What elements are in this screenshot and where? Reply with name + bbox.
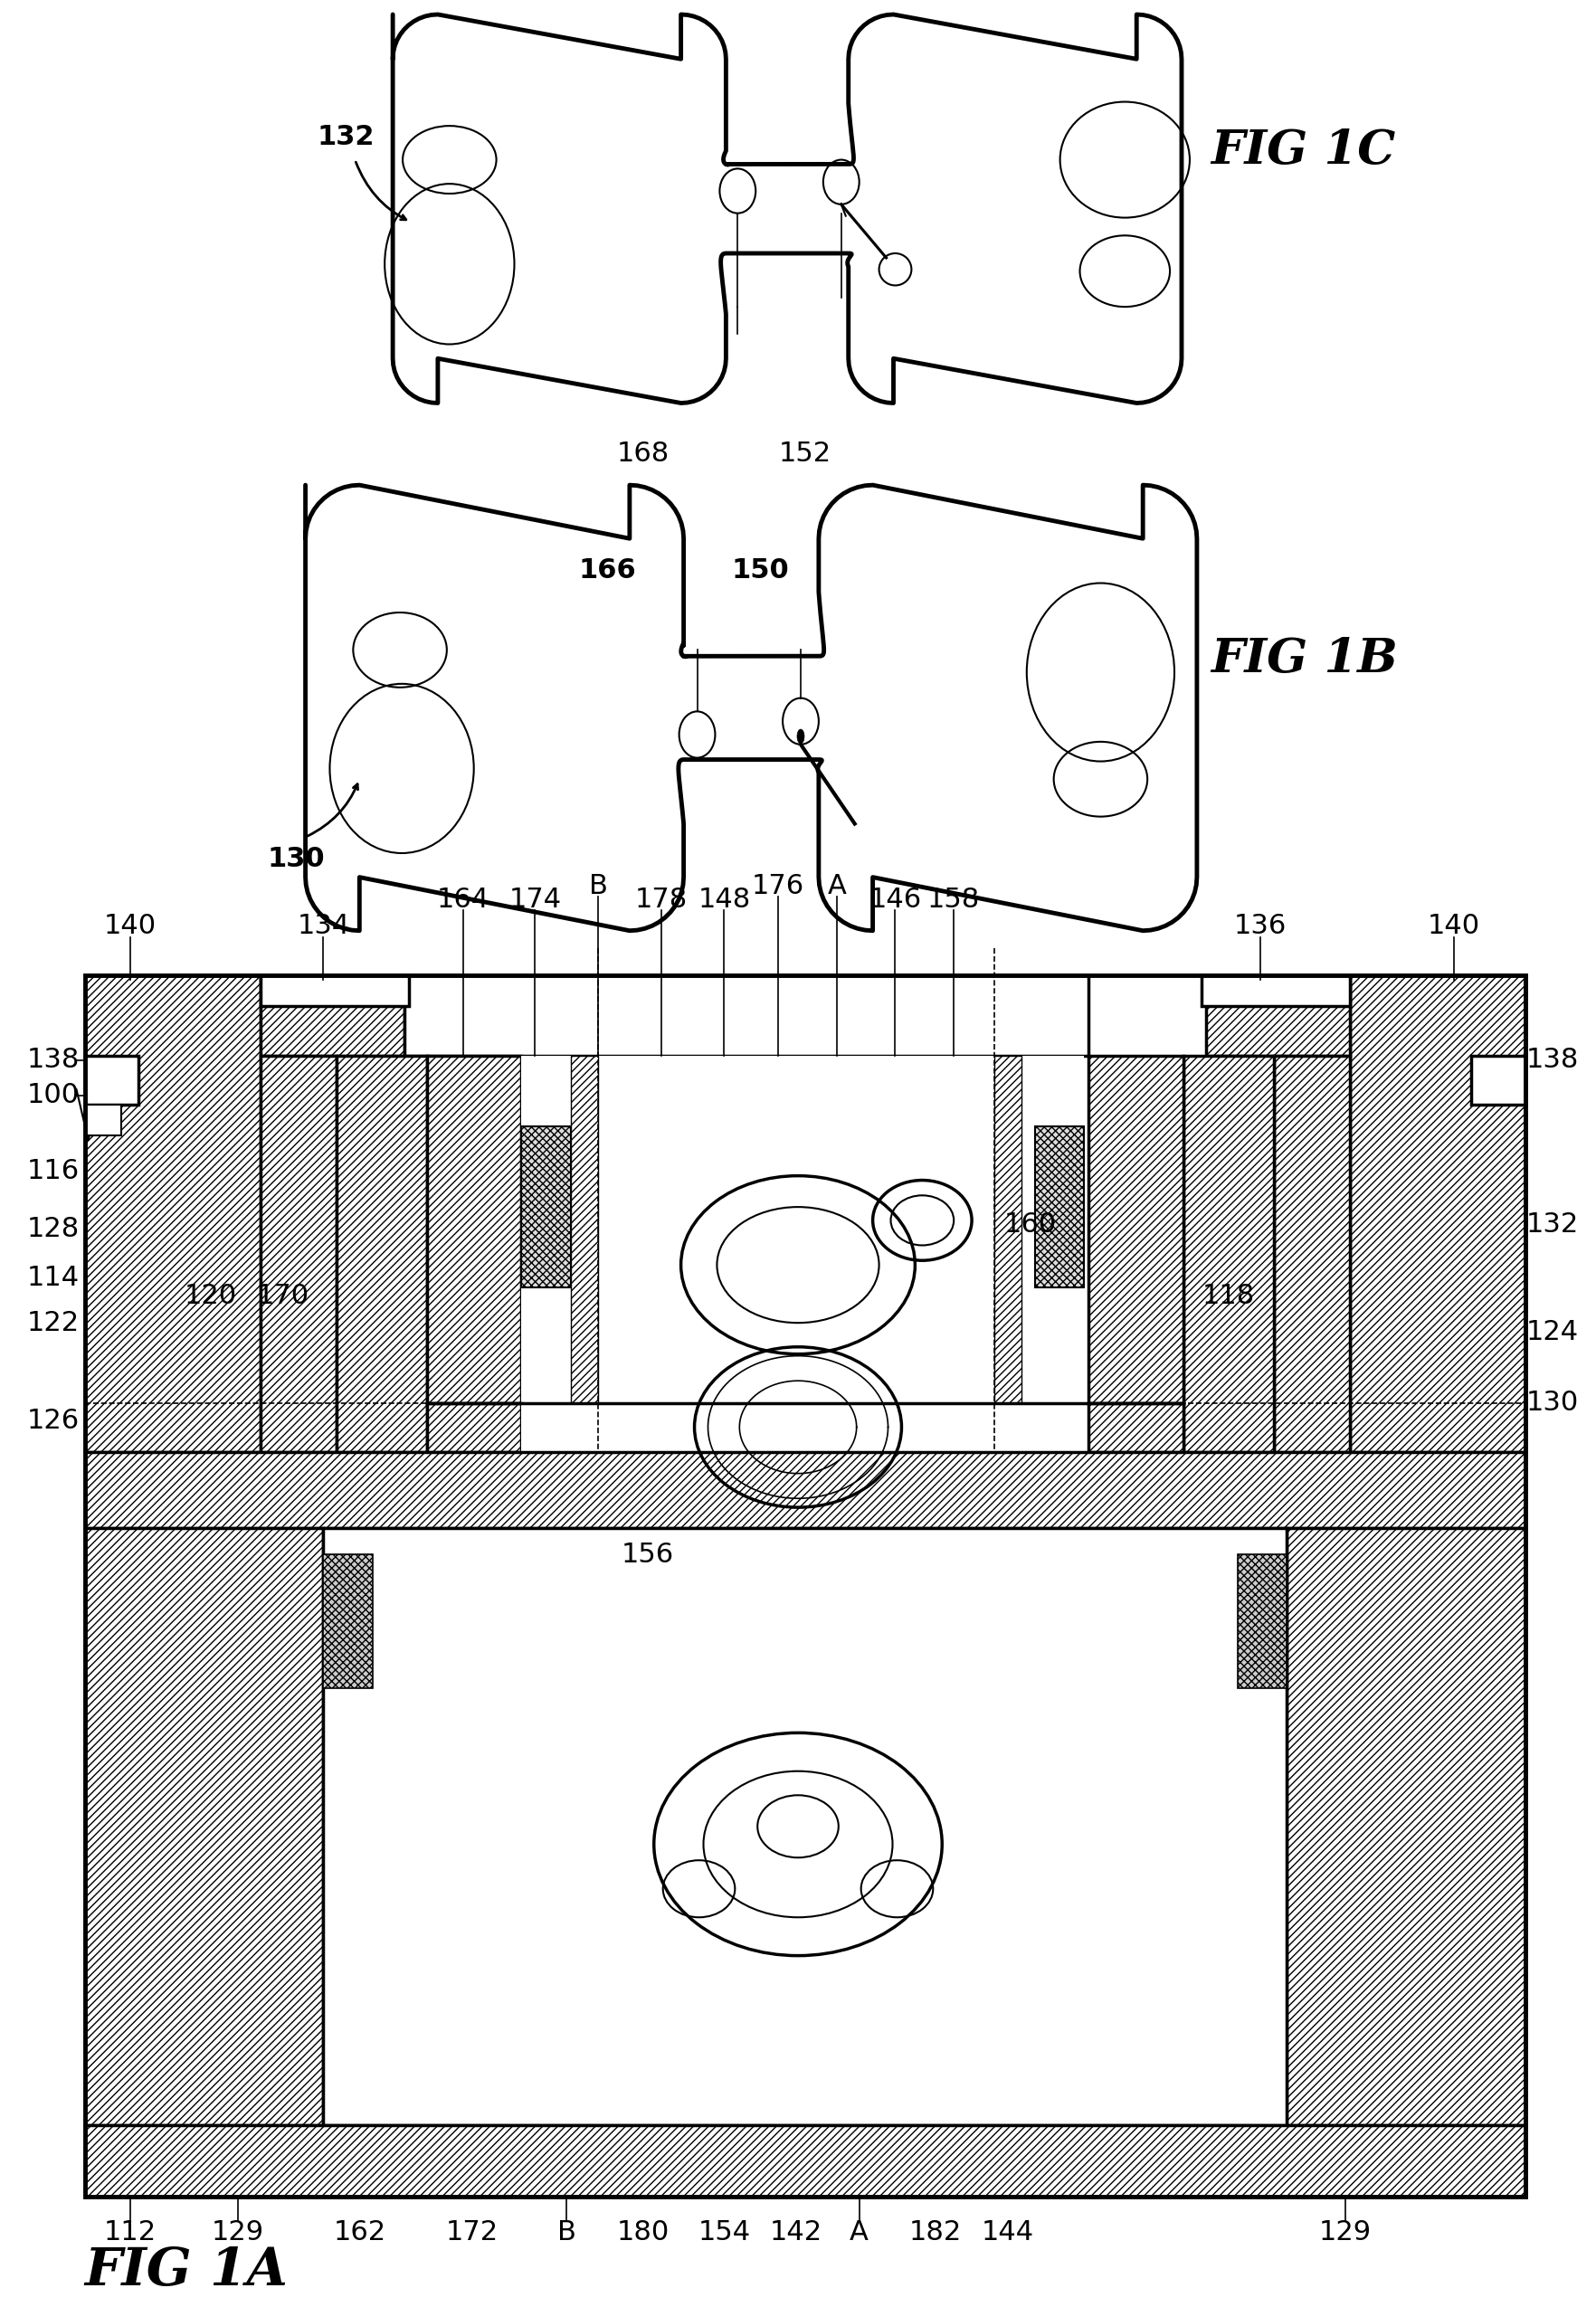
Text: 166: 166 bbox=[578, 556, 635, 584]
Text: FIG 1C: FIG 1C bbox=[1210, 127, 1395, 173]
Bar bbox=[994, 1057, 1021, 1403]
Text: FIG 1A: FIG 1A bbox=[85, 2245, 289, 2295]
Text: 146: 146 bbox=[868, 886, 921, 914]
Text: 176: 176 bbox=[752, 872, 804, 900]
Text: 140: 140 bbox=[104, 914, 156, 939]
Text: 134: 134 bbox=[297, 914, 350, 939]
Text: 128: 128 bbox=[27, 1216, 80, 1243]
Text: FIG 1B: FIG 1B bbox=[1210, 637, 1398, 683]
Text: A: A bbox=[827, 872, 846, 900]
Bar bbox=[1207, 976, 1350, 1057]
Text: 132: 132 bbox=[1526, 1211, 1578, 1239]
Text: 156: 156 bbox=[621, 1541, 674, 1569]
Bar bbox=[85, 2125, 1526, 2196]
Text: 116: 116 bbox=[27, 1158, 80, 1183]
Bar bbox=[85, 1451, 1526, 1527]
Text: B: B bbox=[589, 872, 608, 900]
Text: 140: 140 bbox=[1427, 914, 1479, 939]
Text: 152: 152 bbox=[779, 441, 832, 466]
Text: 130: 130 bbox=[268, 847, 326, 872]
Text: 129: 129 bbox=[212, 2219, 265, 2245]
Text: 178: 178 bbox=[635, 886, 688, 914]
Text: 138: 138 bbox=[1526, 1047, 1578, 1073]
Bar bbox=[260, 1057, 337, 1451]
Bar bbox=[85, 1105, 121, 1135]
Bar bbox=[571, 1057, 598, 1403]
Bar bbox=[428, 1057, 522, 1403]
Bar bbox=[1183, 1057, 1274, 1451]
Bar bbox=[1088, 1057, 1183, 1403]
Bar bbox=[260, 976, 409, 1006]
Text: 148: 148 bbox=[697, 886, 750, 914]
Text: 150: 150 bbox=[731, 556, 788, 584]
Bar bbox=[260, 976, 404, 1057]
Bar bbox=[1286, 1527, 1526, 2125]
Text: 162: 162 bbox=[334, 2219, 386, 2245]
Text: B: B bbox=[557, 2219, 576, 2245]
Bar bbox=[522, 1057, 1084, 1403]
Bar bbox=[1034, 1126, 1084, 1287]
Text: 122: 122 bbox=[27, 1310, 80, 1336]
Text: 130: 130 bbox=[1526, 1389, 1578, 1416]
Text: 132: 132 bbox=[318, 125, 375, 150]
Text: 129: 129 bbox=[1320, 2219, 1373, 2245]
Bar bbox=[337, 1057, 428, 1451]
Text: 180: 180 bbox=[616, 2219, 669, 2245]
Text: 182: 182 bbox=[910, 2219, 962, 2245]
Bar bbox=[522, 1403, 1084, 1451]
Text: 158: 158 bbox=[927, 886, 980, 914]
Bar bbox=[1202, 976, 1350, 1006]
Text: 112: 112 bbox=[104, 2219, 156, 2245]
Bar bbox=[1350, 976, 1526, 1451]
Text: 114: 114 bbox=[27, 1264, 80, 1292]
Text: 154: 154 bbox=[697, 2219, 750, 2245]
Bar bbox=[1237, 1555, 1286, 1689]
Bar bbox=[1472, 1057, 1526, 1105]
Text: 172: 172 bbox=[445, 2219, 498, 2245]
Text: 118: 118 bbox=[1202, 1283, 1254, 1310]
Bar bbox=[85, 1527, 324, 2125]
Bar bbox=[324, 1555, 373, 1689]
Ellipse shape bbox=[796, 729, 804, 743]
Text: 174: 174 bbox=[509, 886, 562, 914]
Text: 138: 138 bbox=[27, 1047, 80, 1073]
Text: 144: 144 bbox=[982, 2219, 1034, 2245]
Text: 124: 124 bbox=[1526, 1320, 1578, 1345]
Text: 120: 120 bbox=[185, 1283, 238, 1310]
Text: 142: 142 bbox=[769, 2219, 822, 2245]
Bar bbox=[85, 976, 260, 1451]
Text: 126: 126 bbox=[27, 1407, 80, 1435]
Text: 160: 160 bbox=[1004, 1211, 1057, 1239]
Text: 100: 100 bbox=[27, 1082, 80, 1110]
Bar bbox=[324, 1527, 1286, 2125]
Text: 168: 168 bbox=[616, 441, 669, 466]
Text: A: A bbox=[849, 2219, 868, 2245]
Text: 170: 170 bbox=[257, 1283, 310, 1310]
Bar bbox=[85, 976, 1526, 2196]
Bar bbox=[85, 1057, 139, 1105]
Text: 136: 136 bbox=[1234, 914, 1286, 939]
Bar bbox=[428, 1403, 522, 1451]
Bar bbox=[1088, 1403, 1183, 1451]
Text: 164: 164 bbox=[437, 886, 490, 914]
Bar bbox=[1274, 1057, 1350, 1451]
Bar bbox=[404, 976, 1088, 1057]
Bar bbox=[522, 1126, 571, 1287]
